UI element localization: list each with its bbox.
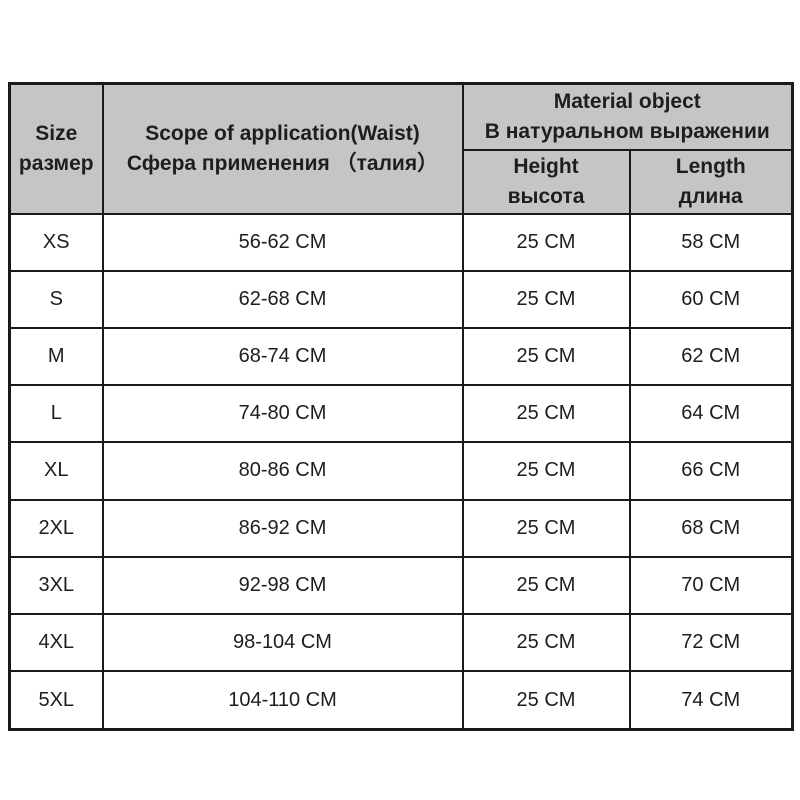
length-cell: 68 CM (628, 498, 794, 558)
header-height: Height высота (461, 148, 631, 215)
length-cell: 74 CM (628, 670, 794, 731)
table-row: XS 56-62 CM 25 CM 58 CM (8, 212, 794, 272)
height-cell: 25 CM (461, 441, 631, 501)
height-cell: 25 CM (461, 555, 631, 615)
size-table-body: XS 56-62 CM 25 CM 58 CM S 62-68 CM 25 CM 60 CM M… (8, 212, 794, 731)
header-length: Length длина (628, 148, 794, 215)
size-cell: 5XL (8, 670, 104, 731)
waist-range-cell: 86-92 CM (101, 498, 464, 558)
size-cell: XL (8, 441, 104, 501)
height-cell: 25 CM (461, 612, 631, 673)
table-row: M 68-74 CM 25 CM 62 CM (8, 326, 794, 387)
size-cell: S (8, 269, 104, 329)
height-cell: 25 CM (461, 670, 631, 731)
waist-range-cell: 62-68 CM (101, 269, 464, 329)
size-chart-header: Size размер Scope of application(Waist) … (8, 82, 794, 215)
header-scope-of-application: Scope of application(Waist) Сфера примен… (101, 82, 464, 215)
size-cell: 2XL (8, 498, 104, 558)
header-size: Size размер (8, 82, 104, 215)
waist-range-cell: 98-104 CM (101, 612, 464, 673)
table-row: 4XL 98-104 CM 25 CM 72 CM (8, 612, 794, 673)
table-row: L 74-80 CM 25 CM 64 CM (8, 384, 794, 444)
size-cell: 3XL (8, 555, 104, 615)
waist-range-cell: 92-98 CM (101, 555, 464, 615)
header-row-top: Size размер Scope of application(Waist) … (8, 82, 794, 215)
size-cell: XS (8, 212, 104, 272)
waist-range-cell: 68-74 CM (101, 326, 464, 387)
size-cell: M (8, 326, 104, 387)
height-cell: 25 CM (461, 498, 631, 558)
waist-range-cell: 74-80 CM (101, 384, 464, 444)
header-material-object: Material object В натуральном выражении (461, 82, 794, 151)
length-cell: 72 CM (628, 612, 794, 673)
header-row-sub: Height высота Length длина (10, 148, 794, 215)
size-cell: L (8, 384, 104, 444)
height-cell: 25 CM (461, 384, 631, 444)
table-row: S 62-68 CM 25 CM 60 CM (8, 269, 794, 329)
height-cell: 25 CM (461, 269, 631, 329)
waist-range-cell: 104-110 CM (101, 670, 464, 731)
length-cell: 66 CM (628, 441, 794, 501)
waist-range-cell: 80-86 CM (101, 441, 464, 501)
size-cell: 4XL (8, 612, 104, 673)
table-row: 2XL 86-92 CM 25 CM 68 CM (8, 498, 794, 558)
waist-range-cell: 56-62 CM (101, 212, 464, 272)
height-cell: 25 CM (461, 212, 631, 272)
length-cell: 70 CM (628, 555, 794, 615)
height-cell: 25 CM (461, 326, 631, 387)
table-row: XL 80-86 CM 25 CM 66 CM (8, 441, 794, 501)
length-cell: 58 CM (628, 212, 794, 272)
size-chart-table: Size размер Scope of application(Waist) … (8, 82, 794, 731)
length-cell: 62 CM (628, 326, 794, 387)
table-row: 3XL 92-98 CM 25 CM 70 CM (8, 555, 794, 615)
length-cell: 64 CM (628, 384, 794, 444)
length-cell: 60 CM (628, 269, 794, 329)
table-row: 5XL 104-110 CM 25 CM 74 CM (8, 670, 794, 731)
